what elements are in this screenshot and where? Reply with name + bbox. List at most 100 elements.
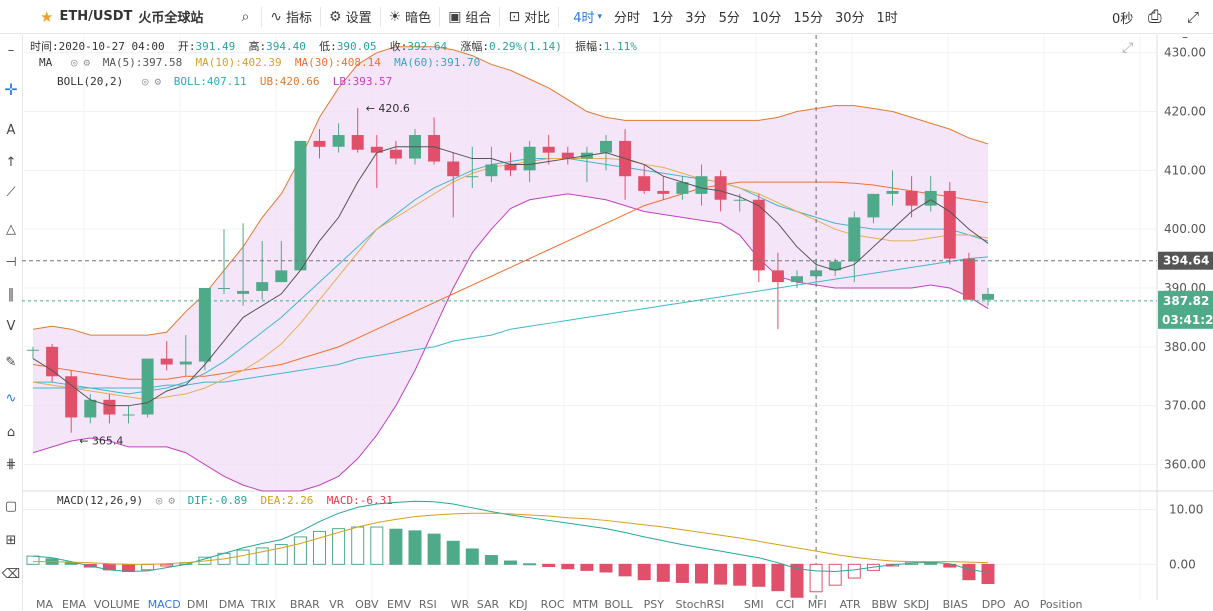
expand-icon[interactable]: ⤢ [1122, 40, 1133, 56]
candle-body [256, 282, 269, 291]
gear-icon[interactable]: ⚙ [154, 75, 162, 88]
indicator-tab-skdj[interactable]: SKDJ [903, 600, 930, 611]
interval-1[interactable]: 1分 [652, 11, 674, 26]
crosshair-icon[interactable]: ✛ [4, 80, 18, 99]
candle-body [791, 276, 803, 283]
indicator-tab-wr[interactable]: WR [450, 600, 470, 611]
macd-histogram-bar [389, 528, 403, 565]
candle-body [389, 149, 402, 159]
indicator-tab-vr[interactable]: VR [329, 600, 345, 611]
macd-histogram-bar [714, 563, 728, 585]
interval-3[interactable]: 5分 [718, 11, 740, 26]
high-value: 394.40 [266, 40, 306, 53]
layout-button[interactable]: ▣ 组合 [448, 0, 491, 34]
interval-5[interactable]: 15分 [793, 11, 823, 26]
interval-0[interactable]: 分时 [614, 11, 641, 26]
interval-6[interactable]: 30分 [834, 11, 865, 26]
indicator-tab-macd[interactable]: MACD [147, 600, 181, 611]
scroll-up-icon[interactable]: – [7, 43, 15, 58]
indicator-tab-mfi[interactable]: MFI [807, 600, 827, 611]
brush-icon[interactable]: ✎ [5, 355, 17, 370]
text-icon[interactable]: A [6, 123, 16, 138]
eye-icon[interactable]: ◎ [141, 75, 149, 88]
chart-area[interactable]: ← 420.6 ← 365.4 430.00 420.00 410.00 400.00 39… [22, 30, 1213, 604]
indicator-tab-trix[interactable]: TRIX [250, 600, 276, 611]
wave-icon[interactable]: ∿ [5, 391, 17, 406]
indicator-tab-emv[interactable]: EMV [387, 600, 411, 611]
indicator-tab-obv[interactable]: OBV [355, 600, 379, 611]
indicator-tab-roc[interactable]: ROC [540, 600, 565, 611]
boll-legend-name: BOLL(20,2) [57, 75, 124, 88]
search-button[interactable]: ⌕ [241, 0, 253, 34]
candle-body [867, 193, 880, 218]
star-icon[interactable]: ★ [40, 7, 54, 26]
macd-histogram-bar [236, 549, 250, 565]
indicator-tab-atr[interactable]: ATR [839, 600, 861, 611]
interval-4[interactable]: 10分 [751, 11, 782, 26]
amplitude-label: 振幅: [575, 40, 604, 53]
macd-histogram-bar [351, 526, 365, 565]
symbol-name[interactable]: ETH/USDT [59, 9, 133, 24]
indicator-tab-volume[interactable]: VOLUME [93, 600, 140, 611]
pitchfork-icon[interactable]: ⋕ [5, 457, 17, 472]
indicator-tab-kdj[interactable]: KDJ [508, 600, 528, 611]
camera-icon[interactable]: ⎙ [1148, 7, 1162, 27]
fib-icon[interactable]: V [6, 319, 16, 334]
indicator-tab-psy[interactable]: PSY [643, 600, 664, 611]
candle-body [676, 182, 689, 194]
indicator-tab-boll[interactable]: BOLL [604, 600, 633, 611]
candle-body [638, 176, 651, 191]
indicator-tab-mtm[interactable]: MTM [572, 600, 599, 611]
macd-histogram-bar [561, 563, 575, 570]
parallel-icon[interactable]: ‖ [7, 287, 15, 302]
amplitude-value: 1.11% [603, 40, 637, 53]
indicator-tab-sar[interactable]: SAR [476, 600, 500, 611]
interval-7[interactable]: 1时 [876, 11, 898, 26]
indicator-tab-ao[interactable]: AO [1013, 600, 1030, 611]
candle-body [65, 376, 78, 418]
settings-button[interactable]: ⚙ 设置 [329, 0, 372, 34]
candlestick-chart[interactable]: ← 420.6 ← 365.4 430.00 420.00 410.00 400.00 39… [22, 30, 1213, 600]
indicator-tab-smi[interactable]: SMI [743, 600, 764, 611]
indicator-tab-bias[interactable]: BIAS [942, 600, 968, 611]
countdown-display: 0秒 [1112, 11, 1134, 27]
indicator-tab-cci[interactable]: CCI [775, 600, 795, 611]
trend-icon[interactable]: ⟋ [6, 185, 16, 200]
measure-icon[interactable]: ⊞ [5, 533, 17, 548]
indicator-tab-rsi[interactable]: RSI [418, 600, 437, 611]
fullscreen-icon[interactable]: ⤢ [1187, 8, 1200, 26]
dea-value: DEA:2.26 [260, 494, 314, 507]
compare-button[interactable]: ⊡ 对比 [508, 0, 550, 34]
indicator-tab-brar[interactable]: BRAR [289, 600, 320, 611]
gear-icon[interactable]: ⚙ [168, 494, 175, 507]
indicator-tab-bbw[interactable]: BBW [871, 600, 898, 611]
trash-icon[interactable]: ⌫ [1, 567, 21, 582]
price-axis-tick: 380.00 [1164, 340, 1206, 354]
indicator-tab-ma[interactable]: MA [36, 600, 54, 611]
eye-icon[interactable]: ◎ [70, 56, 78, 69]
indicator-tab-dpo[interactable]: DPO [981, 600, 1006, 611]
theme-button[interactable]: ☀ 暗色 [389, 0, 432, 34]
macd-histogram-bar [809, 563, 823, 593]
ray-icon[interactable]: ⊣ [5, 255, 17, 270]
gear-icon[interactable]: ⚙ [83, 56, 91, 69]
indicator-tab-stochrsi[interactable]: StochRSI [675, 600, 725, 611]
lock-icon[interactable]: ▢ [4, 499, 18, 514]
triangle-icon[interactable]: △ [6, 222, 16, 237]
indicator-tab-dmi[interactable]: DMI [186, 600, 209, 611]
indicator-tab-ema[interactable]: EMA [62, 600, 86, 611]
candle-body [160, 358, 173, 365]
ma-legend-name: MA [39, 56, 53, 69]
ma-legend: MA ◎ ⚙ MA(5):397.58 MA(10):402.39 MA(30):… [39, 56, 480, 69]
interval-2[interactable]: 3分 [685, 11, 707, 26]
interval-dropdown[interactable]: 4时 ▾ [567, 0, 608, 34]
shape-icon[interactable]: ⌂ [6, 425, 16, 440]
indicators-button[interactable]: ∿ 指标 [270, 0, 312, 34]
eye-icon[interactable]: ◎ [155, 494, 163, 507]
compare-label: 对比 [524, 11, 551, 26]
change-label: 涨幅: [460, 40, 489, 53]
indicator-tab-dma[interactable]: DMA [218, 600, 245, 611]
indicator-tab-position[interactable]: Position [1039, 600, 1083, 611]
candle-body [905, 190, 918, 206]
arrow-icon[interactable]: ↑ [5, 155, 17, 170]
